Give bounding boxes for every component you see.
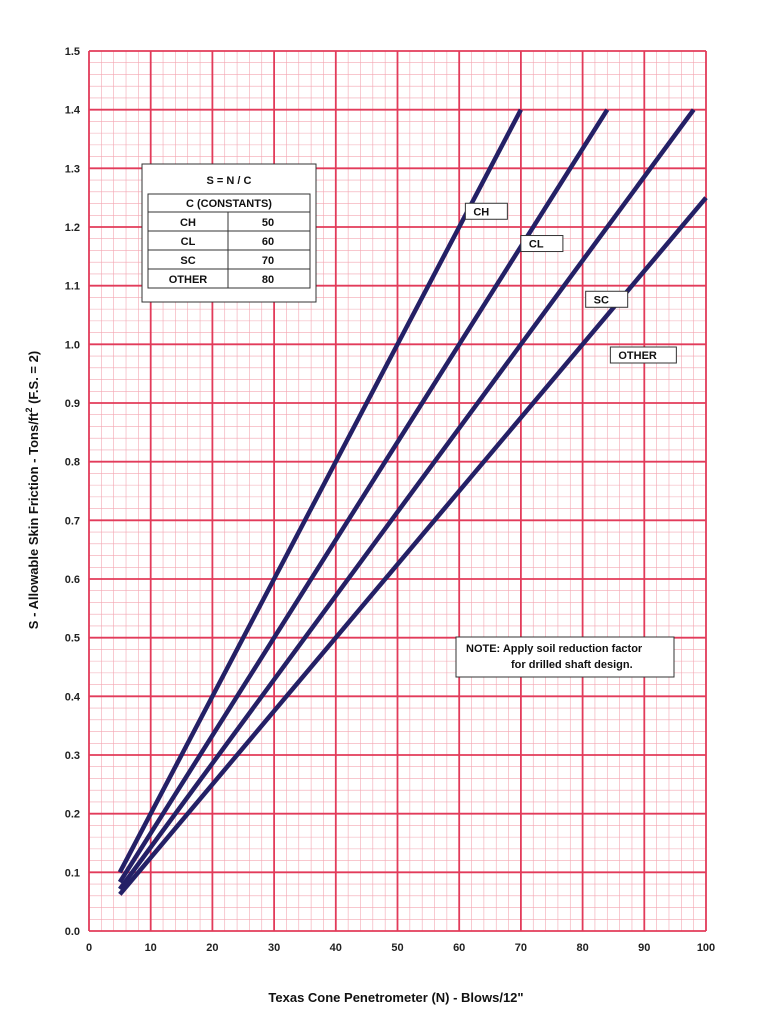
soil-type-cell: CL: [181, 236, 196, 248]
x-tick-label: 100: [697, 942, 715, 954]
y-tick-label: 0.4: [65, 691, 81, 703]
y-tick-label: 1.2: [65, 222, 80, 234]
x-tick-label: 50: [391, 942, 403, 954]
series-label-text: SC: [594, 294, 609, 306]
soil-type-cell: OTHER: [169, 274, 208, 286]
series-label-ch: CH: [464, 202, 508, 220]
y-tick-label: 0.3: [65, 750, 80, 762]
series-label-text: CH: [473, 206, 489, 218]
constants-row: OTHER 80: [147, 268, 311, 289]
y-tick-label: 0.5: [65, 633, 80, 645]
constants-row: CL 60: [147, 230, 311, 251]
series-line-sc: [118, 108, 696, 891]
series-line-other: [118, 196, 708, 896]
y-tick-labels: 0.0 0.1 0.2 0.3 0.4 0.5 0.6 0.7 0.8 0.9 1.0 1.1 1.2 1…: [65, 46, 81, 938]
y-axis-title: S - Allowable Skin Friction - Tons/ft2 (…: [24, 351, 41, 629]
x-tick-label: 90: [638, 942, 650, 954]
constant-cell: 50: [262, 217, 274, 229]
x-tick-label: 10: [145, 942, 157, 954]
constants-rows: CH 50 CL 60 SC 70 OTHER 80: [147, 211, 311, 289]
y-axis-title-main: S - Allowable Skin Friction - Tons/ft: [26, 412, 41, 629]
series-label-text: OTHER: [618, 350, 657, 362]
y-tick-label: 1.4: [65, 105, 81, 117]
x-tick-label: 20: [206, 942, 218, 954]
series-label-sc: SC: [585, 290, 629, 308]
constant-cell: 80: [262, 274, 274, 286]
y-tick-label: 0.0: [65, 926, 80, 938]
series-label-cl: CL: [520, 235, 564, 253]
formula-text: S = N / C: [207, 175, 252, 187]
y-axis-title-tail: (F.S. = 2): [26, 351, 41, 408]
y-tick-label: 0.8: [65, 457, 80, 469]
constant-cell: 60: [262, 236, 274, 248]
y-tick-label: 0.9: [65, 398, 80, 410]
note-box: NOTE: Apply soil reduction factor for dr…: [455, 636, 675, 678]
note-line-2: for drilled shaft design.: [511, 659, 633, 671]
series-label-text: CL: [529, 239, 544, 251]
series-label-other: OTHER: [609, 346, 677, 364]
x-tick-label: 0: [86, 942, 92, 954]
constants-row: SC 70: [147, 249, 311, 270]
y-tick-label: 0.1: [65, 867, 80, 879]
constants-header: C (CONSTANTS): [186, 198, 272, 210]
x-tick-label: 80: [576, 942, 588, 954]
y-tick-label: 1.0: [65, 339, 80, 351]
y-tick-label: 0.7: [65, 515, 80, 527]
y-tick-label: 1.1: [65, 281, 80, 293]
soil-type-cell: SC: [180, 255, 195, 267]
constant-cell: 70: [262, 255, 274, 267]
x-tick-label: 30: [268, 942, 280, 954]
series-labels: CH CL SC OTHER: [464, 202, 677, 364]
soil-type-cell: CH: [180, 217, 196, 229]
y-tick-label: 1.3: [65, 163, 80, 175]
x-axis-title: Texas Cone Penetrometer (N) - Blows/12": [268, 990, 523, 1005]
x-tick-labels: 0 10 20 30 40 50 60 70 80 90 100: [86, 942, 715, 954]
note-line-1: NOTE: Apply soil reduction factor: [466, 643, 643, 655]
x-tick-label: 60: [453, 942, 465, 954]
x-tick-label: 70: [515, 942, 527, 954]
y-tick-label: 0.6: [65, 574, 80, 586]
constants-row: CH 50: [147, 211, 311, 232]
y-tick-label: 0.2: [65, 809, 80, 821]
x-tick-label: 40: [330, 942, 342, 954]
y-tick-label: 1.5: [65, 46, 80, 58]
series-line-ch: [117, 108, 523, 874]
y-axis-title-sup: 2: [24, 408, 34, 413]
